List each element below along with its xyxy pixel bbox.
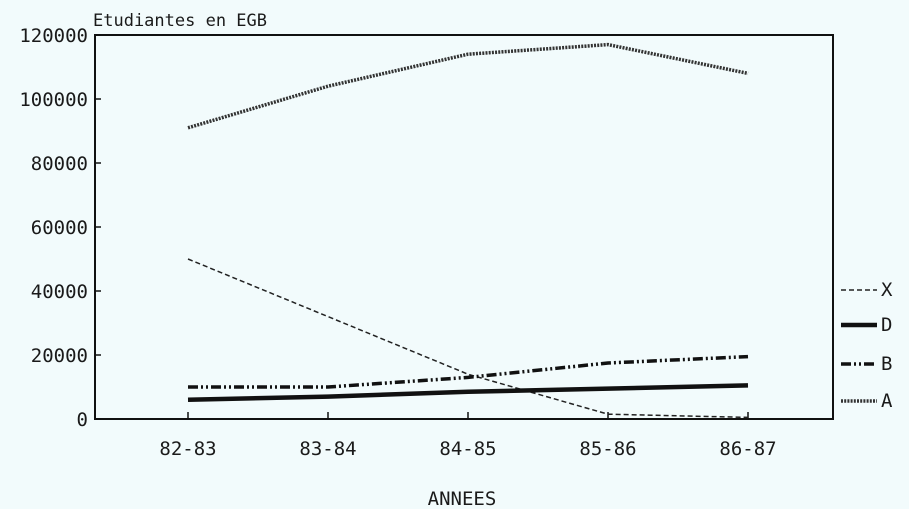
x-tick-label: 82-83 xyxy=(159,438,216,460)
x-tick-label: 83-84 xyxy=(299,438,356,460)
legend-label-a: A xyxy=(881,390,893,412)
series-line-x xyxy=(187,258,749,419)
x-tick-label: 84-85 xyxy=(439,438,496,460)
series-line-b xyxy=(188,354,749,389)
series-line-d xyxy=(187,383,749,403)
series-line-a xyxy=(187,42,749,130)
x-tick-label: 85-86 xyxy=(579,438,636,460)
x-axis: 82-83 83-84 84-85 85-86 86-87 xyxy=(159,412,777,460)
y-tick-label: 100000 xyxy=(19,89,88,111)
y-axis: 0 20000 40000 60000 80000 100000 120000 xyxy=(19,25,101,431)
y-tick-label: 40000 xyxy=(31,281,88,303)
y-tick-label: 120000 xyxy=(19,25,88,47)
y-tick-label: 60000 xyxy=(31,217,88,239)
series-lines xyxy=(187,42,749,419)
legend-label-d: D xyxy=(881,314,892,336)
y-tick-label: 20000 xyxy=(31,345,88,367)
legend-label-b: B xyxy=(881,353,892,375)
x-tick-label: 86-87 xyxy=(719,438,776,460)
legend-label-x: X xyxy=(881,279,893,301)
y-tick-label: 0 xyxy=(77,409,88,431)
chart-title: Etudiantes en EGB xyxy=(93,11,267,31)
x-axis-label: ANNEES xyxy=(428,488,497,509)
y-tick-label: 80000 xyxy=(31,153,88,175)
plot-frame xyxy=(94,34,834,420)
